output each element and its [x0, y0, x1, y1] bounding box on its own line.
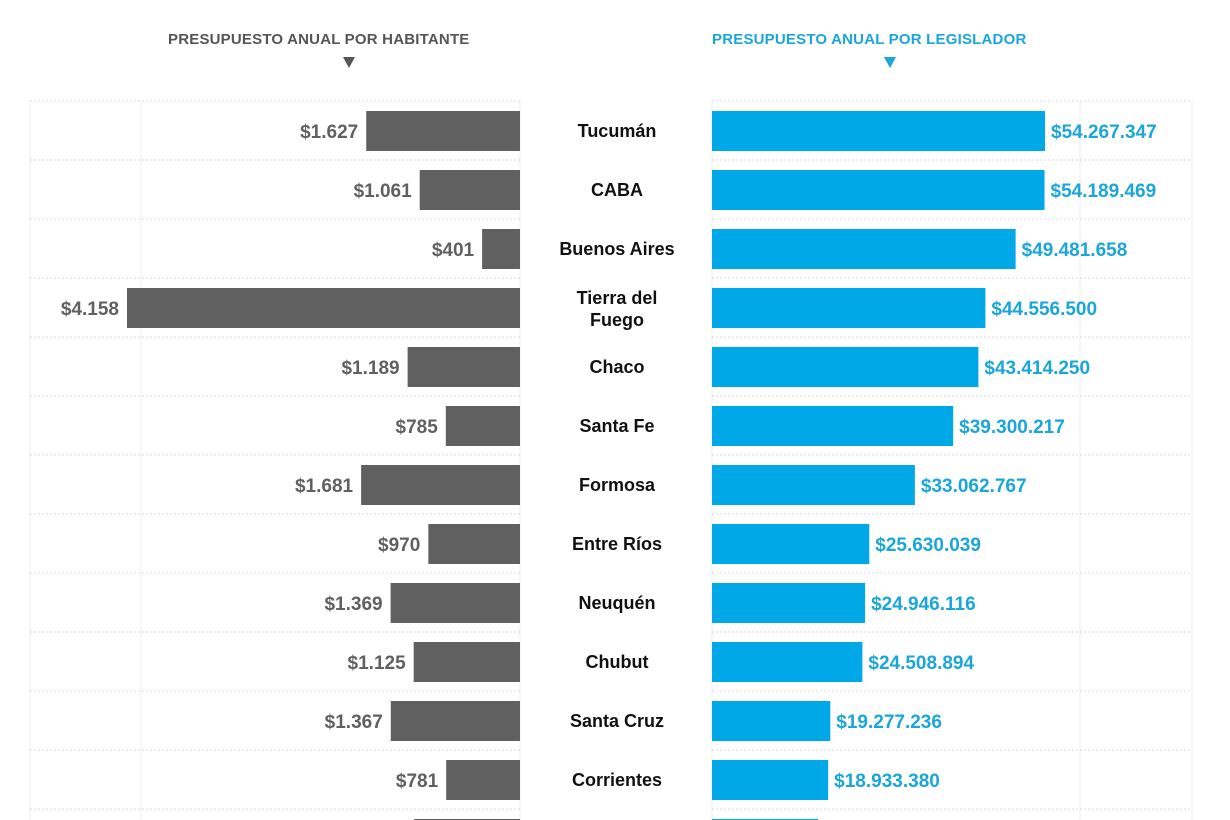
- bar-per-legislator: [712, 406, 954, 446]
- value-label-per-habitant: $970: [378, 535, 420, 556]
- category-label: CABA: [591, 180, 643, 200]
- bar-per-habitant: [407, 347, 520, 387]
- bar-per-legislator: [712, 760, 829, 800]
- value-label-per-legislator: $24.946.116: [871, 594, 976, 615]
- bar-per-habitant: [390, 583, 520, 623]
- bar-per-legislator: [712, 465, 915, 505]
- sort-arrow-icon[interactable]: [884, 57, 896, 68]
- right-chart-title: PRESUPUESTO ANUAL POR LEGISLADOR: [712, 31, 1027, 48]
- sort-arrow-icon[interactable]: [343, 57, 355, 68]
- bar-per-legislator: [712, 111, 1045, 151]
- bar-per-habitant: [366, 111, 520, 151]
- bar-per-legislator: [712, 701, 831, 741]
- value-label-per-legislator: $54.189.469: [1051, 181, 1157, 202]
- value-label-per-habitant: $1.367: [325, 712, 383, 733]
- category-label: Tucumán: [578, 121, 657, 141]
- bar-per-legislator: [712, 170, 1045, 210]
- value-label-per-legislator: $39.300.217: [959, 417, 1065, 438]
- value-label-per-legislator: $19.277.236: [836, 712, 942, 733]
- value-label-per-legislator: $43.414.250: [984, 358, 1090, 379]
- bar-per-legislator: [712, 347, 979, 387]
- value-label-per-legislator: $44.556.500: [991, 299, 1097, 320]
- category-label: Santa Fe: [579, 416, 654, 436]
- bar-per-legislator: [712, 288, 986, 328]
- category-label: Entre Ríos: [572, 534, 662, 554]
- bar-per-legislator: [712, 583, 866, 623]
- category-label: Chaco: [589, 357, 644, 377]
- bar-per-habitant: [445, 406, 520, 446]
- bar-per-legislator: [712, 524, 870, 564]
- bar-per-habitant: [446, 760, 520, 800]
- bar-per-habitant: [413, 642, 520, 682]
- value-label-per-habitant: $785: [396, 417, 439, 438]
- value-label-per-legislator: $33.062.767: [921, 476, 1027, 497]
- value-label-per-legislator: $54.267.347: [1051, 122, 1157, 143]
- bar-per-habitant: [390, 701, 520, 741]
- category-label: Santa Cruz: [570, 711, 664, 731]
- category-label: Neuquén: [578, 593, 655, 613]
- value-label-per-legislator: $25.630.039: [875, 535, 981, 556]
- category-label: Formosa: [579, 475, 656, 495]
- value-label-per-habitant: $1.369: [324, 594, 382, 615]
- bar-per-legislator: [712, 229, 1016, 269]
- bar-per-habitant: [482, 229, 520, 269]
- value-label-per-habitant: $4.158: [61, 299, 119, 320]
- bar-per-habitant: [127, 288, 520, 328]
- bar-per-habitant: [428, 524, 520, 564]
- value-label-per-legislator: $24.508.894: [868, 653, 974, 674]
- value-label-per-habitant: $781: [396, 771, 439, 792]
- value-label-per-legislator: $49.481.658: [1022, 240, 1128, 261]
- value-label-per-habitant: $1.061: [354, 181, 413, 202]
- value-label-per-habitant: $1.681: [295, 476, 354, 497]
- category-label: Buenos Aires: [559, 239, 674, 259]
- category-label: Fuego: [590, 310, 644, 330]
- value-label-per-legislator: $18.933.380: [834, 771, 940, 792]
- left-chart-title: PRESUPUESTO ANUAL POR HABITANTE: [168, 31, 470, 48]
- value-label-per-habitant: $1.627: [300, 122, 358, 143]
- category-label: Corrientes: [572, 770, 662, 790]
- bar-per-legislator: [712, 642, 863, 682]
- bar-per-habitant: [419, 170, 520, 210]
- value-label-per-habitant: $401: [432, 240, 475, 261]
- value-label-per-habitant: $1.189: [341, 358, 399, 379]
- category-label: Tierra del: [577, 288, 658, 308]
- category-label: Chubut: [586, 652, 649, 672]
- value-label-per-habitant: $1.125: [348, 653, 407, 674]
- bar-per-habitant: [361, 465, 520, 505]
